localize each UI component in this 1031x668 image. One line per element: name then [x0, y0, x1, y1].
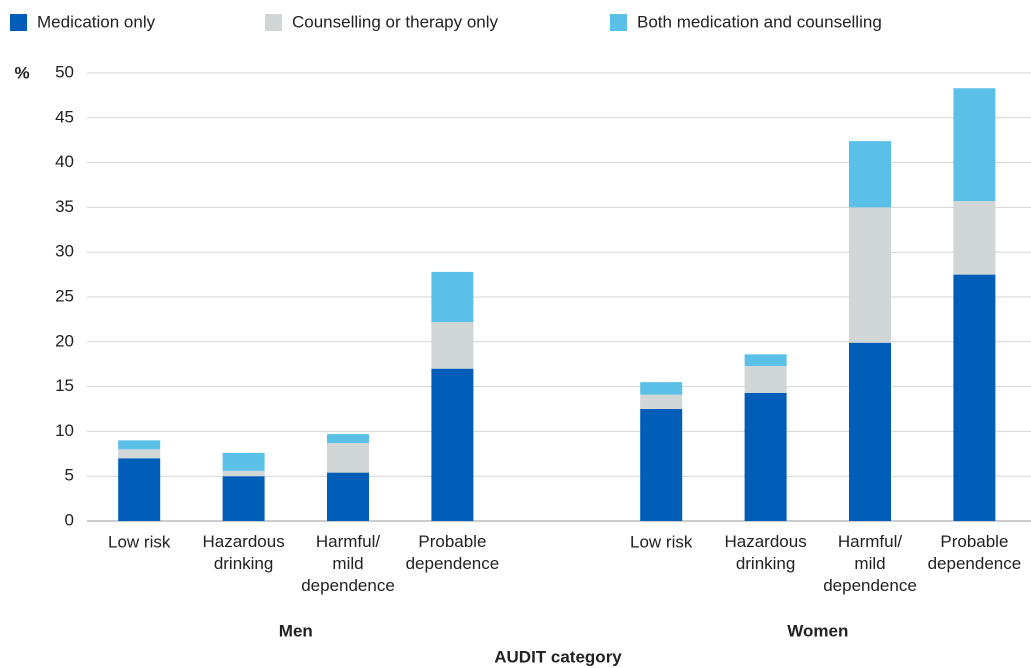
y-tick-label: 20: [55, 331, 74, 350]
bar-segment: [222, 476, 265, 521]
bar-segment: [953, 201, 996, 275]
bar-segment: [744, 392, 787, 521]
bar-segment: [849, 342, 891, 521]
bar-segment: [431, 271, 474, 323]
bar-segment: [431, 322, 474, 369]
bar-segment: [327, 472, 369, 521]
bar-segment: [327, 443, 369, 473]
legend-swatch: [610, 14, 627, 31]
bar-segment: [640, 409, 683, 521]
legend-swatch: [10, 14, 27, 31]
x-tick-label: Low risk: [630, 532, 693, 551]
bar-segment: [431, 368, 474, 521]
y-tick-label: 10: [55, 421, 74, 440]
bar-segment: [744, 354, 787, 366]
y-tick-label: 0: [65, 510, 74, 529]
group-label: Women: [787, 621, 848, 640]
y-tick-label: 35: [55, 197, 74, 216]
y-tick-label: 25: [55, 286, 74, 305]
y-axis-label: %: [14, 63, 29, 82]
bar-segment: [849, 207, 891, 343]
y-tick-label: 50: [55, 62, 74, 81]
bar-segment: [118, 458, 161, 521]
legend-label: Counselling or therapy only: [292, 12, 499, 31]
bar-segment: [849, 141, 891, 208]
bar-segment: [953, 274, 996, 521]
y-tick-label: 45: [55, 107, 74, 126]
y-tick-label: 30: [55, 242, 74, 261]
x-tick-label: Low risk: [108, 532, 171, 551]
bar-segment: [327, 434, 369, 444]
bar-segment: [953, 88, 996, 202]
bar-segment: [222, 452, 265, 471]
legend-label: Medication only: [37, 12, 156, 31]
y-tick-label: 15: [55, 376, 74, 395]
x-axis-label: AUDIT category: [494, 647, 622, 666]
bar-segment: [118, 449, 161, 459]
group-label: Men: [279, 621, 313, 640]
bar-segment: [640, 394, 683, 409]
x-tick-label: Hazardous drinking: [724, 532, 806, 573]
bar-segment: [118, 440, 161, 450]
y-tick-label: 5: [65, 466, 74, 485]
bar-segment: [640, 382, 683, 395]
x-tick-label: Harmful/mild dependence: [823, 532, 917, 595]
legend-swatch: [265, 14, 282, 31]
x-tick-label: Probable dependence: [406, 532, 500, 573]
x-tick-label: Hazardous drinking: [202, 532, 284, 573]
x-tick-label: Probable dependence: [928, 532, 1022, 573]
x-tick-label: Harmful/mild dependence: [301, 532, 395, 595]
legend-label: Both medication and counselling: [637, 12, 882, 31]
bar-segment: [222, 470, 265, 477]
y-tick-label: 40: [55, 152, 74, 171]
bar-segment: [744, 365, 787, 393]
